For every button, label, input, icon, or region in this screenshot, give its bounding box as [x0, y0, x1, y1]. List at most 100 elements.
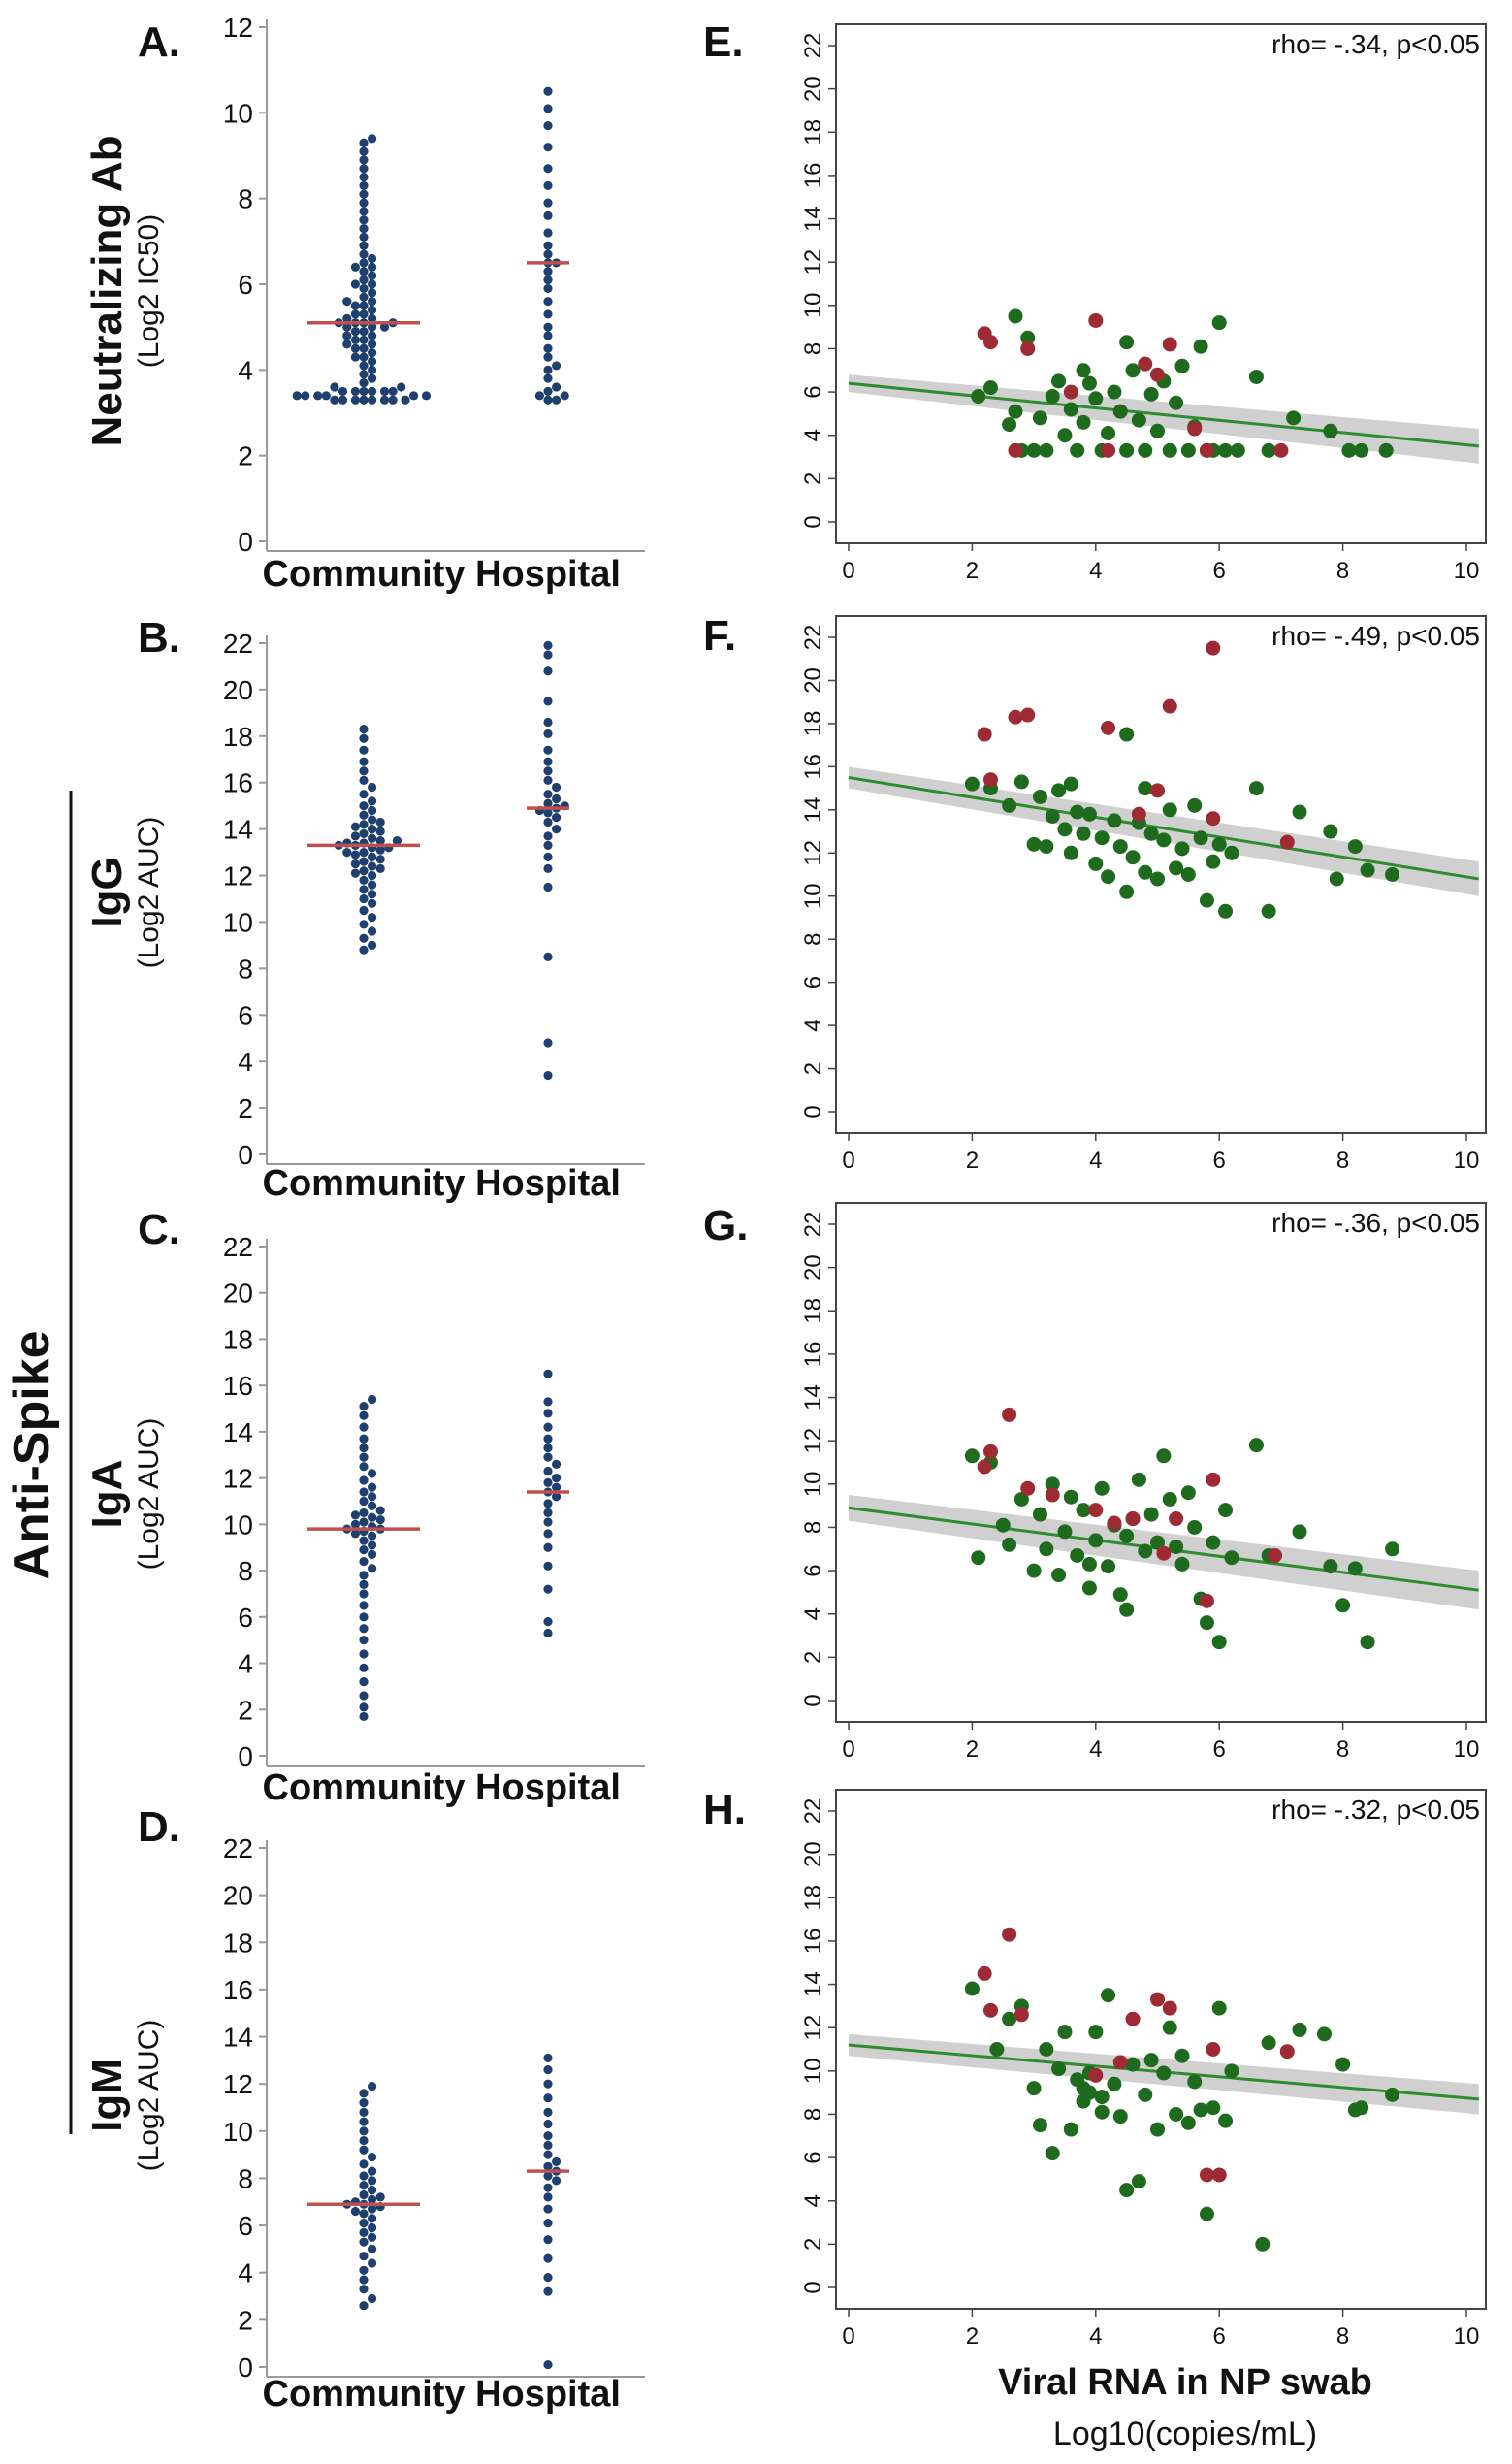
data-point — [375, 1514, 385, 1525]
data-point — [375, 845, 385, 855]
y-tick-label: 22 — [223, 629, 253, 659]
data-point — [543, 211, 553, 220]
data-point — [1026, 836, 1042, 852]
data-point — [375, 836, 385, 846]
data-point — [1206, 1472, 1221, 1487]
data-point — [1138, 1543, 1153, 1559]
y-tick-label: 6 — [800, 976, 826, 989]
y-tick-label: 0 — [238, 527, 253, 557]
data-point — [1063, 1489, 1078, 1505]
data-point — [543, 1508, 553, 1518]
y-tick-label: 0 — [238, 1741, 253, 1771]
data-point — [1045, 1476, 1060, 1492]
data-point — [1162, 1491, 1177, 1507]
data-point — [1008, 442, 1023, 458]
data-point — [534, 391, 545, 401]
data-point — [1026, 1563, 1042, 1578]
data-point — [350, 2206, 360, 2217]
data-point — [543, 1422, 553, 1432]
panel-f: 0 2 4 6 8 10 12 14 16 18 20 22 0 2 4 6 8 10 F. rho= -.49, p… — [703, 612, 1487, 1174]
data-point — [1081, 375, 1097, 391]
data-point — [359, 2181, 369, 2190]
y-tick-label: 8 — [800, 342, 826, 355]
data-point — [350, 822, 360, 831]
data-point — [1199, 2167, 1214, 2183]
data-point — [543, 1452, 553, 1462]
y-axis-label: Neutralizing Ab — [83, 135, 131, 446]
regression-line — [848, 775, 1479, 881]
data-point — [1138, 442, 1153, 458]
data-point — [543, 86, 553, 96]
data-point — [1101, 1988, 1116, 2003]
data-point — [543, 2204, 553, 2214]
data-point — [1199, 892, 1214, 908]
y-tick-label: 4 — [800, 1019, 826, 1031]
data-point — [1162, 442, 1177, 458]
data-point — [543, 386, 553, 397]
data-point — [368, 386, 377, 397]
x-tick-label: 10 — [1454, 1736, 1480, 1763]
data-point — [543, 775, 553, 785]
x-tick-label: 10 — [1454, 2323, 1480, 2350]
y-axis-label: IgA — [83, 1460, 131, 1529]
data-point — [977, 1459, 992, 1475]
data-point — [1169, 1511, 1184, 1527]
data-point — [1013, 1491, 1029, 1507]
data-point — [1094, 830, 1110, 846]
data-point — [1224, 845, 1239, 860]
data-point — [543, 1628, 553, 1638]
data-point — [1162, 337, 1177, 352]
data-point — [1020, 340, 1036, 356]
data-point — [397, 382, 406, 392]
y-tick-label: 8 — [800, 2108, 826, 2121]
data-point — [1125, 2011, 1141, 2026]
data-point — [359, 775, 369, 785]
data-point — [1051, 783, 1067, 798]
data-point — [1206, 640, 1221, 656]
data-point — [1360, 1635, 1375, 1650]
y-tick-label: 8 — [800, 933, 826, 946]
data-point — [1169, 395, 1184, 410]
data-point — [1268, 1547, 1283, 1563]
data-point — [368, 134, 377, 144]
data-point — [375, 827, 385, 836]
data-point — [368, 297, 377, 307]
data-point — [1101, 425, 1116, 440]
data-point — [359, 215, 369, 225]
y-tick-label: 0 — [800, 1105, 826, 1118]
x-tick-label: 0 — [842, 2323, 854, 2350]
data-point — [359, 875, 369, 885]
data-point — [359, 1612, 369, 1622]
data-point — [543, 1529, 553, 1539]
data-point — [1070, 804, 1085, 820]
data-point — [1107, 1515, 1122, 1531]
data-point — [1008, 308, 1023, 324]
data-point — [359, 283, 369, 294]
y-tick-label: 12 — [223, 861, 253, 892]
data-point — [1088, 1533, 1104, 1548]
data-point — [359, 301, 369, 310]
data-point — [321, 391, 331, 401]
data-point — [359, 180, 369, 191]
data-point — [388, 386, 398, 397]
data-point — [983, 1443, 999, 1459]
y-tick-label: 10 — [800, 2058, 826, 2084]
data-point — [1323, 423, 1338, 438]
data-point — [359, 223, 369, 234]
data-point — [1131, 2174, 1146, 2189]
data-point — [1150, 783, 1165, 798]
y-tick-label: 8 — [238, 1556, 253, 1586]
data-point — [543, 104, 553, 113]
data-point — [368, 2232, 377, 2242]
data-point — [359, 2089, 369, 2098]
data-point — [1378, 442, 1394, 458]
data-point — [552, 1482, 562, 1492]
data-point — [543, 2140, 553, 2151]
data-point — [368, 2204, 377, 2214]
data-point — [1020, 1480, 1036, 1496]
data-point — [543, 395, 553, 405]
data-point — [359, 2171, 369, 2181]
data-point — [1273, 442, 1289, 458]
data-point — [368, 870, 377, 881]
data-point — [543, 808, 553, 818]
